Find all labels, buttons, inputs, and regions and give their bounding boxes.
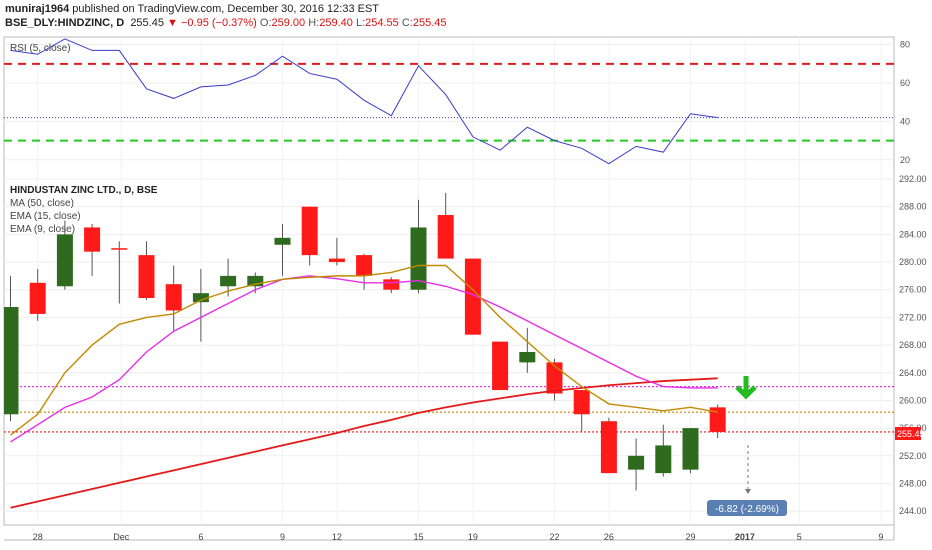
candle-body <box>546 362 563 394</box>
candle-body <box>328 258 345 263</box>
time-tick-label: 15 <box>413 532 423 542</box>
time-tick-label: 9 <box>280 532 285 542</box>
rsi-tick-label: 20 <box>900 155 910 165</box>
author-name[interactable]: muniraj1964 <box>5 3 70 15</box>
rsi-tick-label: 80 <box>900 40 910 50</box>
candle-body <box>165 284 182 311</box>
price-legend-title: HINDUSTAN ZINC LTD., D, BSE <box>10 185 158 196</box>
ohlc-line: BSE_DLY:HINDZINC, D 255.45 ▼ −0.95 (−0.3… <box>5 17 447 29</box>
horizontal-lines <box>4 386 894 433</box>
price-tick-label: 272.00 <box>899 312 927 322</box>
time-tick-label: 9 <box>878 532 883 542</box>
legend-ma50: MA (50, close) <box>10 198 74 209</box>
candle-body <box>356 255 373 276</box>
time-tick-label: 5 <box>797 532 802 542</box>
time-tick-label: 12 <box>332 532 342 542</box>
candle-body <box>682 428 699 470</box>
down-arrow-icon: ▼ <box>167 17 178 29</box>
candle-body <box>220 275 237 287</box>
candle-body <box>600 421 617 474</box>
rsi-gridlines: 20 40 60 80 <box>4 40 910 165</box>
price-tick-label: 244.00 <box>899 506 927 516</box>
ma50-line <box>10 377 718 509</box>
time-tick-label: 26 <box>604 532 614 542</box>
candle-body <box>464 258 481 335</box>
time-tick-label: 29 <box>685 532 695 542</box>
time-tick-label: 22 <box>549 532 559 542</box>
candle-body <box>301 206 318 256</box>
rsi-line <box>10 38 718 165</box>
legend-ema15: EMA (15, close) <box>10 211 81 222</box>
high-value: 259.40 <box>319 17 353 29</box>
close-value: 255.45 <box>412 17 447 29</box>
price-tick-label: 268.00 <box>899 340 927 350</box>
time-tick-label: Dec <box>113 532 130 542</box>
open-label: O: <box>259 17 272 29</box>
rsi-tick-label: 40 <box>900 116 910 126</box>
current-price: 255.45 <box>130 17 164 29</box>
price-tick-label: 288.00 <box>899 202 927 212</box>
close-label: C: <box>401 17 413 29</box>
rsi-pane-frame <box>3 36 895 180</box>
open-value: 259.00 <box>271 17 306 29</box>
candle-body <box>628 455 645 470</box>
candle-body <box>4 307 19 415</box>
symbol-label[interactable]: BSE_DLY:HINDZINC, D <box>5 17 125 29</box>
green-down-arrow-icon[interactable] <box>735 376 757 400</box>
candles <box>4 192 726 491</box>
price-gridlines: 244.00248.00252.00256.00260.00264.00268.… <box>4 174 927 516</box>
last-price-badge <box>895 427 921 440</box>
candle-body <box>709 407 726 432</box>
time-tick-label: 6 <box>198 532 203 542</box>
last-price-badge-text: 255.45 <box>897 429 925 439</box>
candle-body <box>437 214 454 259</box>
price-tick-label: 260.00 <box>899 395 927 405</box>
low-value: 254.55 <box>365 17 399 29</box>
price-tick-label: 292.00 <box>899 174 927 184</box>
price-tick-label: 284.00 <box>899 229 927 239</box>
price-tick-label: 252.00 <box>899 451 927 461</box>
time-tick-label: 28 <box>33 532 43 542</box>
candle-body <box>29 282 46 314</box>
legend-ema9: EMA (9, close) <box>10 224 75 235</box>
time-tick-label: 2017 <box>735 532 755 542</box>
rsi-tick-label: 60 <box>900 78 910 88</box>
high-label: H: <box>308 17 320 29</box>
price-tick-label: 248.00 <box>899 478 927 488</box>
publish-line: muniraj1964 published on TradingView.com… <box>5 3 379 15</box>
ema9-line <box>10 264 718 436</box>
candle-body <box>492 341 509 391</box>
candle-body <box>138 255 155 299</box>
price-tick-label: 280.00 <box>899 257 927 267</box>
rsi-legend: RSI (5, close) <box>10 43 71 54</box>
candle-body <box>573 390 590 415</box>
candle-body <box>111 248 128 250</box>
candle-body <box>247 275 264 287</box>
rsi-bands <box>4 62 894 142</box>
measure-arrow-icon <box>745 489 751 494</box>
candle-body <box>274 237 291 245</box>
candle-body <box>84 227 101 252</box>
candle-body <box>410 227 427 290</box>
measure-badge <box>707 500 787 516</box>
price-change: −0.95 (−0.37%) <box>180 17 257 29</box>
candle-body <box>192 293 209 303</box>
publish-text: published on TradingView.com, December 3… <box>72 3 380 15</box>
candle-body <box>56 234 73 287</box>
price-tick-label: 276.00 <box>899 285 927 295</box>
low-label: L: <box>355 17 366 29</box>
ema15-line <box>10 275 718 443</box>
price-tick-label: 264.00 <box>899 368 927 378</box>
candle-body <box>383 279 400 290</box>
measure-badge-text: -6.82 (-2.69%) <box>715 504 779 515</box>
candle-body <box>519 352 536 363</box>
candle-body <box>655 445 672 474</box>
time-tick-label: 19 <box>468 532 478 542</box>
